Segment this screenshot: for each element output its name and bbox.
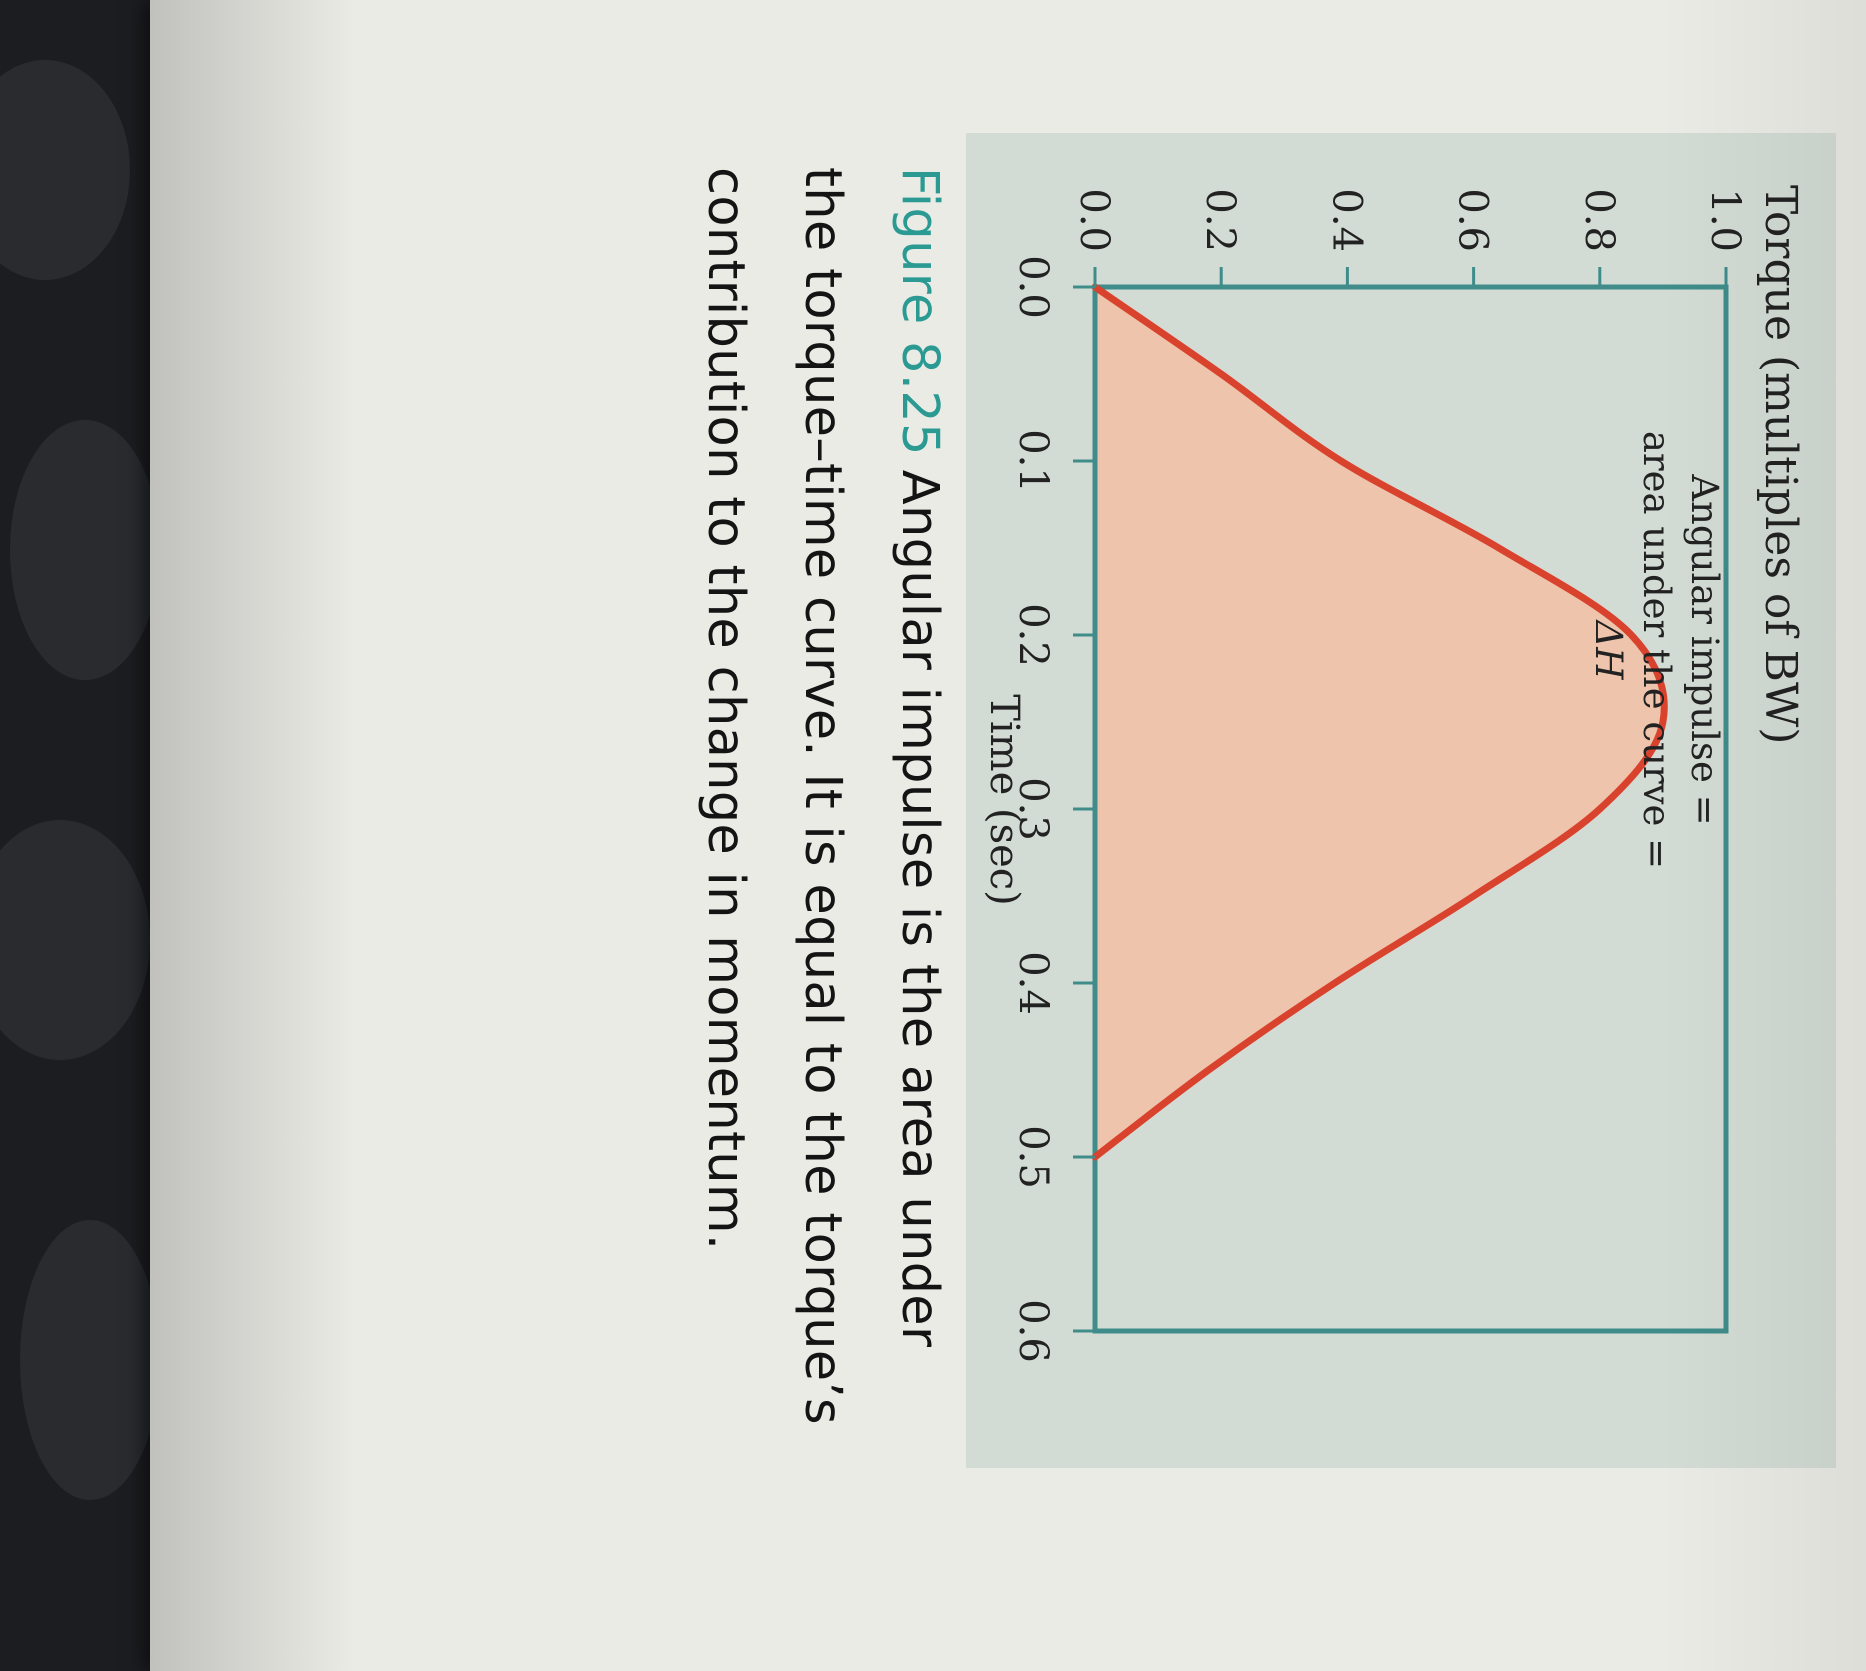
x-tick-label: 0.0 xyxy=(1010,255,1056,319)
y-tick-label: 0.8 xyxy=(1576,188,1622,252)
caption-line-1: Figure 8.25 Angular impulse is the area u… xyxy=(871,167,968,1607)
background-fabric xyxy=(10,420,160,680)
x-tick-label: 0.6 xyxy=(1010,1299,1056,1363)
area-fill xyxy=(1095,287,1665,1157)
caption-line-3: contribution to the change in momentum. xyxy=(696,167,755,1251)
caption-text-1: Angular impulse is the area under xyxy=(890,469,949,1348)
area-annotation: Angular impulse = area under the curve =… xyxy=(1584,430,1728,870)
annotation-line-2: area under the curve = xyxy=(1635,430,1678,870)
y-tick-label: 0.0 xyxy=(1071,188,1117,252)
x-tick-label: 0.5 xyxy=(1010,1125,1056,1189)
background-fabric xyxy=(20,1220,160,1500)
caption-line-2: the torque–time curve. It is equal to th… xyxy=(793,167,852,1425)
y-tick-label: 0.6 xyxy=(1450,188,1496,252)
annotation-line-1: Angular impulse = xyxy=(1683,474,1726,826)
x-tick-label: 0.1 xyxy=(1010,429,1056,493)
torque-time-chart: Torque (multiples of BW) 0.0 0.1 0.2 0.3 0.4… xyxy=(981,185,1806,1363)
book-page: Torque (multiples of BW) 0.0 0.1 0.2 0.3 0.4… xyxy=(150,0,1866,1671)
x-tick-label: 0.3 xyxy=(1010,777,1056,841)
torque-curve xyxy=(1091,283,1668,1161)
rotated-page-content: Torque (multiples of BW) 0.0 0.1 0.2 0.3 0.4… xyxy=(150,0,1866,1671)
figure-caption: Figure 8.25 Angular impulse is the area u… xyxy=(677,167,968,1607)
figure-number: Figure 8.25 xyxy=(890,167,949,456)
x-axis-label: Time (sec) xyxy=(981,694,1027,906)
annotation-delta-h: ΔH xyxy=(1587,620,1630,680)
y-tick-label: 0.4 xyxy=(1323,188,1369,252)
x-tick-label: 0.2 xyxy=(1010,603,1056,667)
y-tick-label: 0.2 xyxy=(1197,188,1243,252)
y-axis-label: Torque (multiples of BW) xyxy=(1755,185,1806,744)
x-tick-label: 0.4 xyxy=(1010,951,1056,1015)
y-tick-label: 1.0 xyxy=(1702,188,1748,252)
background-fabric xyxy=(0,60,130,280)
background-fabric xyxy=(0,820,150,1060)
